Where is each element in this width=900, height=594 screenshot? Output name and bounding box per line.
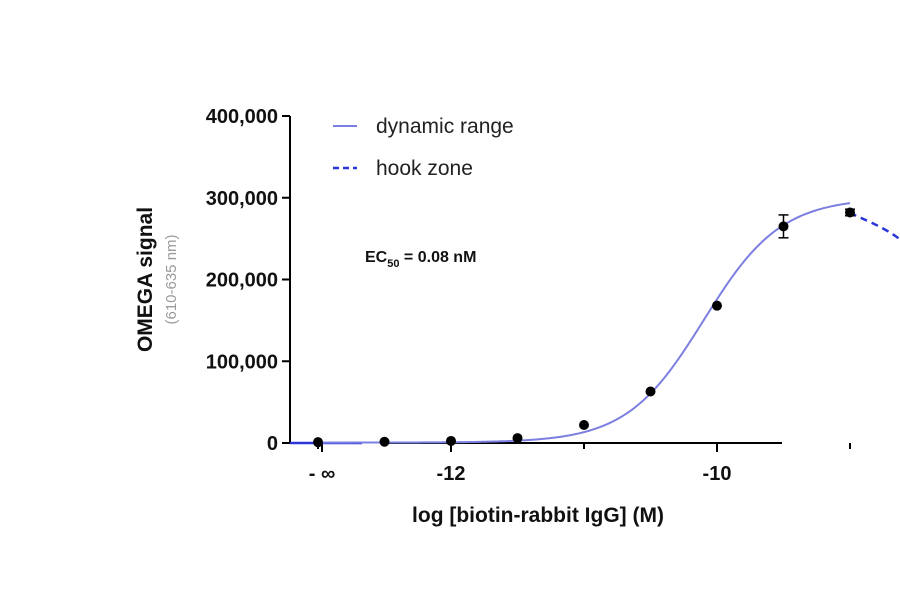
ec50-value: = 0.08 nM bbox=[399, 249, 476, 266]
x-tick-label-neg-infinity: - ∞ bbox=[309, 463, 335, 485]
legend: dynamic range hook zone bbox=[333, 115, 514, 180]
y-tick-label-3: 300,000 bbox=[206, 188, 278, 210]
data-point-7 bbox=[778, 221, 789, 232]
y-ticks: 0 100,000 200,000 300,000 400,000 bbox=[206, 106, 290, 455]
data-point-8 bbox=[845, 207, 855, 218]
error-bars bbox=[778, 208, 855, 239]
y-tick-label-0: 0 bbox=[267, 433, 278, 455]
y-tick-label-4: 400,000 bbox=[206, 106, 278, 128]
y-tick-label-1: 100,000 bbox=[206, 351, 278, 373]
legend-label-dynamic-range: dynamic range bbox=[376, 115, 514, 138]
data-point-3 bbox=[512, 433, 523, 444]
y-axis: 0 100,000 200,000 300,000 400,000 bbox=[206, 106, 291, 455]
x-axis-title: log [biotin-rabbit IgG] (M) bbox=[412, 504, 664, 527]
data-point-2 bbox=[446, 435, 456, 446]
y-tick-label-2: 200,000 bbox=[206, 270, 278, 292]
data-point-0 bbox=[313, 437, 323, 448]
dynamic-range-fit-curve bbox=[318, 202, 851, 444]
data-point-4 bbox=[579, 420, 589, 431]
data-point-5 bbox=[645, 386, 656, 397]
data-point-6 bbox=[712, 300, 722, 311]
legend-label-hook-zone: hook zone bbox=[376, 157, 473, 180]
x-tick-label-10: -10 bbox=[703, 463, 732, 485]
x-axis: - ∞-12-10-8 bbox=[290, 442, 851, 485]
data-point-1 bbox=[379, 436, 390, 447]
x-ticks: - ∞-12-10-8 bbox=[309, 443, 851, 485]
hook-zone-curve bbox=[849, 211, 900, 242]
ec50-annotation: EC50 = 0.08 nM bbox=[365, 249, 476, 270]
ec50-prefix: EC bbox=[365, 249, 388, 266]
data-points bbox=[313, 207, 855, 448]
x-tick-label-12: -12 bbox=[437, 463, 466, 485]
ec50-subscript: 50 bbox=[387, 258, 399, 270]
y-axis-title: OMEGA signal bbox=[134, 207, 157, 352]
y-axis-subtitle: (610-635 nm) bbox=[163, 234, 180, 324]
